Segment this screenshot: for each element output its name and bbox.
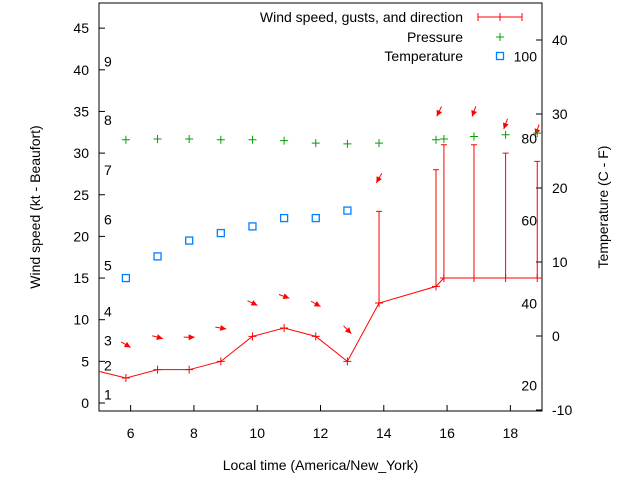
wind-direction-arrowhead [344, 327, 352, 334]
pressure-point [343, 139, 352, 148]
y2-tick-label: 30 [552, 106, 568, 122]
x-tick-label: 12 [313, 425, 329, 441]
beaufort-label: 7 [104, 162, 112, 178]
pressure-point [431, 135, 440, 144]
wind-speed-point [121, 374, 130, 383]
wind-direction-arrowhead [250, 300, 258, 306]
temperature-point [279, 213, 289, 223]
pressure-point [248, 135, 257, 144]
legend-temperature-label: Temperature [384, 48, 463, 64]
gust-bar [502, 152, 509, 279]
legend-wind-label: Wind speed, gusts, and direction [260, 9, 463, 25]
wind-speed-line [98, 277, 542, 379]
temperature-point [343, 206, 352, 215]
wind-direction-arrowhead [156, 334, 163, 340]
beaufort-label: 4 [104, 303, 112, 319]
beaufort-label: 3 [104, 333, 112, 349]
y-axis-label: Wind speed (kt - Beaufort) [27, 125, 43, 288]
y2-tick-label: 20 [552, 180, 568, 196]
beaufort-label: 8 [104, 112, 112, 128]
temperature-point [153, 252, 162, 261]
beaufort-label: 1 [104, 387, 112, 403]
wind-direction-arrowhead [436, 109, 443, 117]
pressure-point [375, 139, 384, 148]
y2-tick-label: 0 [552, 328, 560, 344]
wind-speed-point [280, 324, 289, 333]
pressure-point [280, 136, 289, 145]
fahrenheit-label: 80 [521, 130, 537, 146]
y2-tick-label: 10 [552, 254, 568, 270]
temperature-point [185, 236, 194, 245]
pressure-point [469, 132, 478, 141]
gust-bar [432, 169, 439, 287]
x-tick-label: 14 [376, 425, 392, 441]
wind-direction-arrowhead [313, 301, 321, 307]
wind-speed-point [185, 365, 194, 374]
fahrenheit-label: 40 [521, 295, 537, 311]
y2-tick-label: -10 [552, 402, 572, 418]
y-tick-label: 40 [73, 62, 89, 78]
y-tick-label: 10 [73, 312, 89, 328]
wind-speed-point [311, 332, 320, 341]
pressure-point [121, 135, 130, 144]
pressure-point [216, 135, 225, 144]
pressure-point [501, 130, 510, 139]
x-tick-label: 16 [439, 425, 455, 441]
plot-frame [98, 2, 543, 412]
y-tick-label: 15 [73, 270, 89, 286]
wind-speed-point [153, 365, 162, 374]
wind-speed-point [216, 357, 225, 366]
pressure-point [533, 129, 542, 138]
temperature-point [311, 213, 320, 223]
fahrenheit-label: 100 [514, 48, 538, 64]
pressure-point [153, 134, 162, 143]
legend-wind-swatch [477, 13, 523, 21]
gust-bar [470, 144, 477, 279]
wind-direction-arrowhead [471, 109, 477, 117]
fahrenheit-label: 60 [521, 213, 537, 229]
legend-pressure-label: Pressure [407, 29, 463, 45]
y-tick-label: 20 [73, 228, 89, 244]
pressure-point [311, 139, 320, 148]
y-tick-label: 30 [73, 145, 89, 161]
y2-axis-label: Temperature (C - F) [595, 146, 611, 269]
x-tick-label: 6 [127, 425, 135, 441]
y2-tick-label: 40 [552, 32, 568, 48]
wind-speed-point [248, 332, 257, 341]
pressure-point [439, 134, 448, 143]
legend-temperature-swatch [495, 51, 505, 61]
beaufort-label: 2 [104, 358, 112, 374]
wind-direction-arrowhead [376, 176, 382, 183]
x-tick-label: 10 [249, 425, 265, 441]
wind-direction-arrowhead [123, 341, 131, 348]
wind-direction-arrowhead [282, 293, 290, 300]
pressure-point [185, 134, 194, 143]
wind-direction-arrowhead [502, 122, 509, 130]
x-tick-label: 8 [190, 425, 198, 441]
temperature-point [121, 273, 131, 283]
temperature-point [248, 222, 257, 231]
y-tick-label: 35 [73, 103, 89, 119]
temperature-point [216, 228, 225, 238]
y-tick-label: 25 [73, 187, 89, 203]
x-axis-label: Local time (America/New_York) [223, 457, 419, 473]
gust-bar [376, 210, 383, 304]
y-tick-label: 0 [81, 395, 89, 411]
wind-direction-arrowhead [219, 324, 227, 331]
y-tick-label: 5 [81, 353, 89, 369]
x-tick-label: 18 [503, 425, 519, 441]
beaufort-label: 9 [104, 53, 112, 69]
legend-pressure-swatch [496, 33, 504, 41]
gust-bar [534, 160, 541, 279]
beaufort-label: 5 [104, 258, 112, 274]
wind-direction-arrowhead [188, 334, 195, 341]
beaufort-label: 6 [104, 212, 112, 228]
wind-speed-point [343, 357, 352, 366]
gust-bar [440, 144, 447, 279]
fahrenheit-label: 20 [521, 378, 537, 394]
y-tick-label: 45 [73, 20, 89, 36]
